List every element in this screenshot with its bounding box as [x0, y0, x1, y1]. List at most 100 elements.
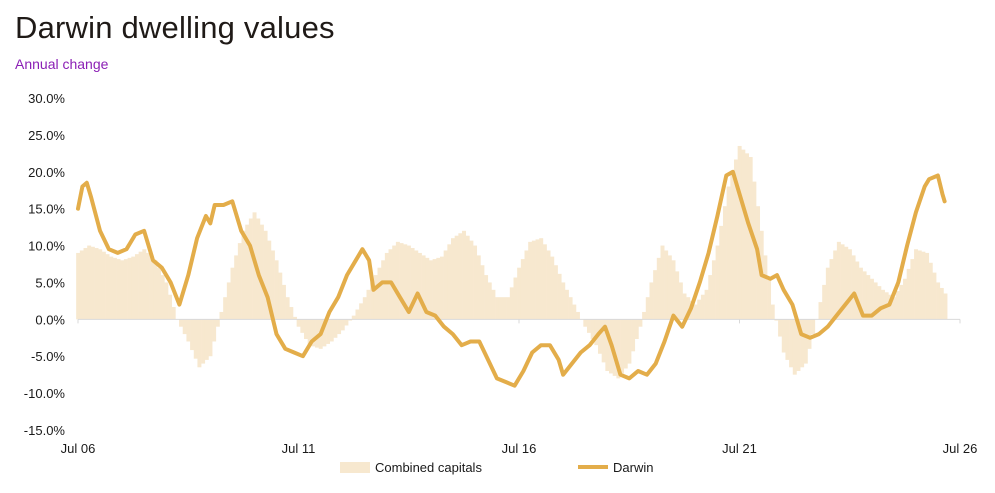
bar-combined-capitals [524, 250, 529, 320]
bar-combined-capitals [351, 315, 356, 320]
bar-combined-capitals [645, 297, 650, 320]
bar-combined-capitals [535, 239, 540, 320]
bar-combined-capitals [432, 259, 437, 320]
bar-combined-capitals [509, 287, 514, 320]
bar-combined-capitals [943, 293, 948, 320]
bar-combined-capitals [737, 145, 742, 320]
bar-combined-capitals [767, 279, 772, 320]
bar-combined-capitals [458, 233, 463, 320]
bar-combined-capitals [858, 267, 863, 320]
bar-combined-capitals [348, 319, 353, 321]
bar-combined-capitals [281, 284, 286, 320]
bar-combined-capitals [733, 159, 738, 320]
bar-combined-capitals [925, 252, 930, 320]
bar-combined-capitals [495, 297, 500, 320]
bar-combined-capitals [932, 272, 937, 320]
bar-combined-capitals [708, 275, 713, 320]
bar-combined-capitals [109, 256, 114, 320]
bar-combined-capitals [406, 245, 411, 320]
x-tick-label: Jul 16 [502, 441, 537, 456]
bar-combined-capitals [226, 282, 231, 320]
bar-combined-capitals [476, 255, 481, 320]
bar-combined-capitals [634, 319, 639, 340]
y-tick-label: 20.0% [28, 165, 65, 180]
bar-combined-capitals [917, 250, 922, 320]
legend-label-combined-capitals: Combined capitals [375, 460, 482, 475]
bar-combined-capitals [623, 319, 628, 369]
bar-combined-capitals [245, 224, 250, 320]
bar-combined-capitals [215, 319, 220, 327]
bar-combined-capitals [197, 319, 202, 368]
bar-combined-capitals [877, 286, 882, 320]
bar-combined-capitals [892, 297, 896, 320]
bar-combined-capitals [270, 250, 275, 320]
bar-combined-capitals [561, 282, 566, 320]
y-axis: 30.0% 25.0% 20.0% 15.0% 10.0% 5.0% 0.0% -5.0% -1… [24, 91, 66, 438]
bar-combined-capitals [285, 297, 290, 320]
bar-combined-capitals [451, 238, 455, 320]
bar-combined-capitals [219, 311, 224, 320]
x-axis: Jul 06 Jul 11 Jul 16 Jul 21 Jul 26 [61, 319, 977, 456]
bar-combined-capitals [469, 240, 474, 320]
bar-combined-capitals [528, 241, 533, 320]
bar-combined-capitals [564, 289, 569, 320]
bar-combined-capitals [373, 275, 378, 320]
bar-combined-capitals [928, 262, 933, 320]
bar-combined-capitals [660, 245, 665, 320]
bar-combined-capitals [711, 260, 716, 320]
page-title: Darwin dwelling values [15, 10, 335, 45]
bar-combined-capitals [899, 284, 904, 320]
bar-combined-capitals [903, 278, 908, 320]
bar-combined-capitals [263, 230, 268, 320]
bar-combined-capitals [906, 268, 911, 320]
bar-combined-capitals [752, 181, 757, 320]
bar-combined-capitals [168, 294, 173, 320]
bar-combined-capitals [847, 249, 852, 320]
bar-combined-capitals [741, 149, 746, 320]
bar-combined-capitals [296, 319, 301, 327]
bar-combined-capitals [439, 256, 444, 320]
bar-combined-capitals [796, 319, 801, 371]
bar-combined-capitals [447, 244, 452, 320]
bar-combined-capitals [237, 243, 242, 320]
bar-combined-capitals [774, 319, 779, 321]
bar-combined-capitals [594, 319, 599, 346]
bar-combined-capitals [715, 245, 720, 320]
bar-combined-capitals [590, 319, 595, 340]
bar-combined-capitals [686, 297, 691, 320]
bar-combined-capitals [377, 267, 382, 320]
bar-combined-capitals [370, 282, 375, 320]
bar-combined-capitals [851, 255, 856, 320]
bar-combined-capitals [770, 304, 775, 320]
bar-combined-capitals [127, 257, 132, 320]
bar-combined-capitals [267, 240, 272, 320]
bar-combined-capitals [888, 294, 893, 320]
combined-capitals-bars [76, 145, 948, 379]
bar-combined-capitals [678, 282, 683, 320]
bar-combined-capitals [307, 319, 312, 346]
bar-combined-capitals [83, 248, 88, 320]
bar-combined-capitals [862, 271, 867, 320]
bar-combined-capitals [895, 291, 900, 320]
bar-combined-capitals [653, 270, 658, 320]
bar-combined-capitals [186, 319, 191, 342]
bar-combined-capitals [395, 241, 400, 320]
bar-combined-capitals [583, 319, 588, 327]
bar-combined-capitals [190, 319, 195, 351]
bar-combined-capitals [315, 319, 320, 348]
bar-combined-capitals [763, 255, 768, 320]
bar-combined-capitals [642, 311, 647, 320]
bar-combined-capitals [131, 256, 136, 320]
bar-combined-capitals [539, 238, 544, 320]
bar-combined-capitals [90, 246, 95, 320]
series-line-darwin [76, 169, 947, 388]
bar-combined-capitals [748, 157, 753, 320]
y-tick-label: -15.0% [24, 423, 66, 438]
bar-combined-capitals [726, 186, 731, 320]
bar-combined-capitals [425, 257, 430, 320]
bar-combined-capitals [620, 319, 625, 374]
bar-combined-capitals [98, 249, 103, 320]
legend-swatch-combined-capitals [340, 462, 370, 473]
bar-combined-capitals [105, 254, 110, 320]
bar-combined-capitals [542, 244, 547, 320]
